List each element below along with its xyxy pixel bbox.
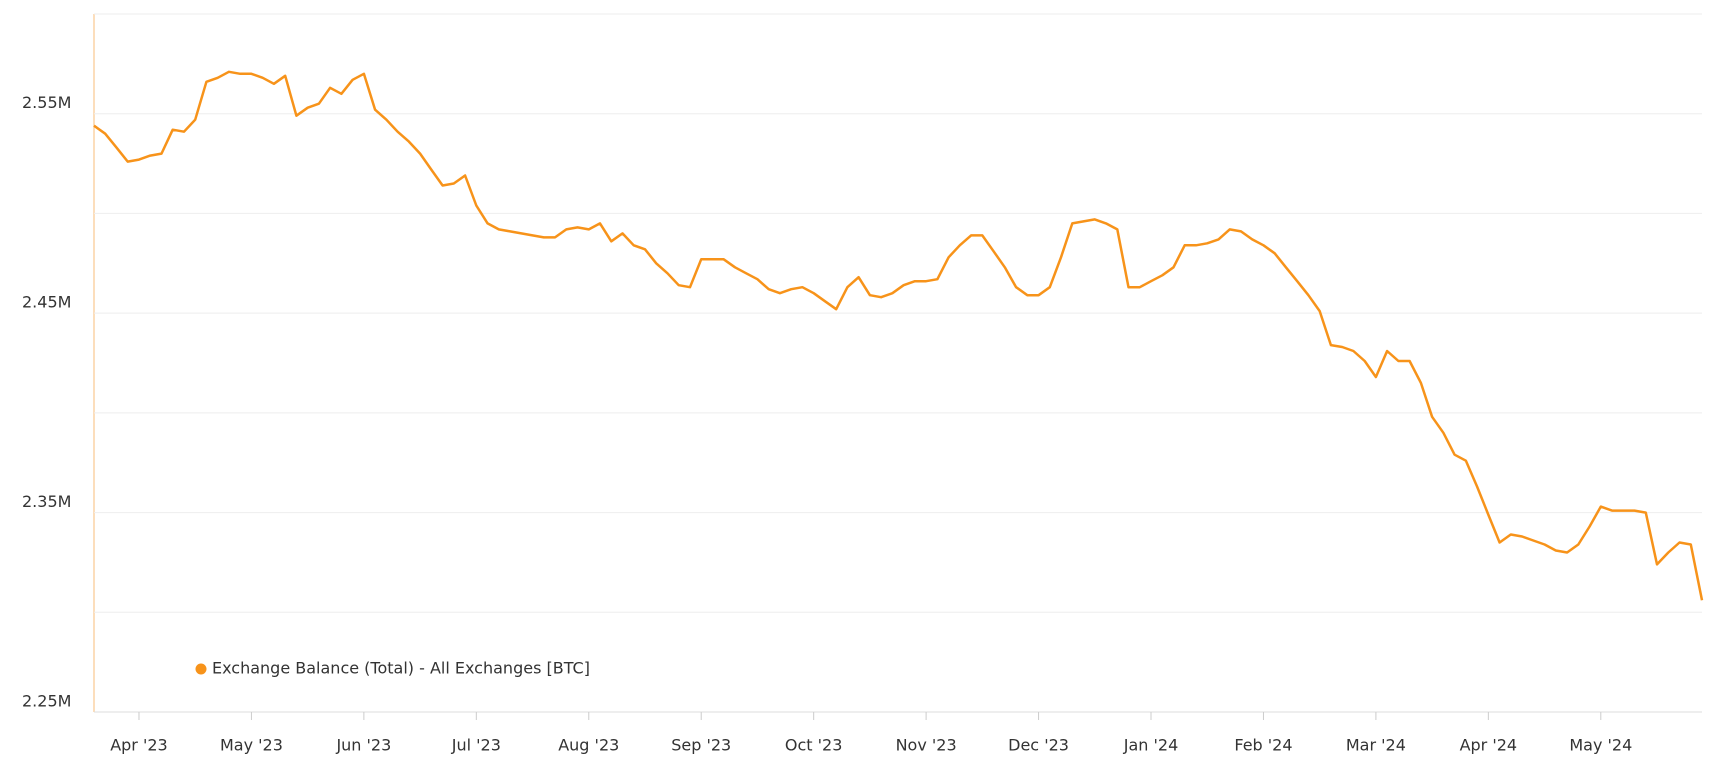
x-tick-label: Jan '24 [1123,736,1179,755]
y-tick-label: 2.55M [22,93,71,112]
x-tick-label: May '23 [220,736,283,755]
x-tick-label: Mar '24 [1346,736,1406,755]
y-tick-label: 2.35M [22,492,71,511]
x-tick-label: Feb '24 [1234,736,1292,755]
x-tick-label: Oct '23 [785,736,843,755]
x-tick-label: Aug '23 [558,736,619,755]
y-tick-label: 2.25M [22,692,71,711]
x-tick-label: Jun '23 [335,736,391,755]
legend-marker [195,663,207,675]
legend-label: Exchange Balance (Total) - All Exchanges… [212,659,590,678]
y-tick-label: 2.45M [22,293,71,312]
x-tick-label: Apr '23 [110,736,168,755]
x-tick-label: Sep '23 [671,736,731,755]
data-line [93,70,1704,601]
x-tick-label: Dec '23 [1008,736,1069,755]
x-tick-label: May '24 [1569,736,1632,755]
x-tick-label: Jul '23 [451,736,501,755]
x-tick-label: Nov '23 [896,736,957,755]
x-tick-label: Apr '24 [1460,736,1518,755]
